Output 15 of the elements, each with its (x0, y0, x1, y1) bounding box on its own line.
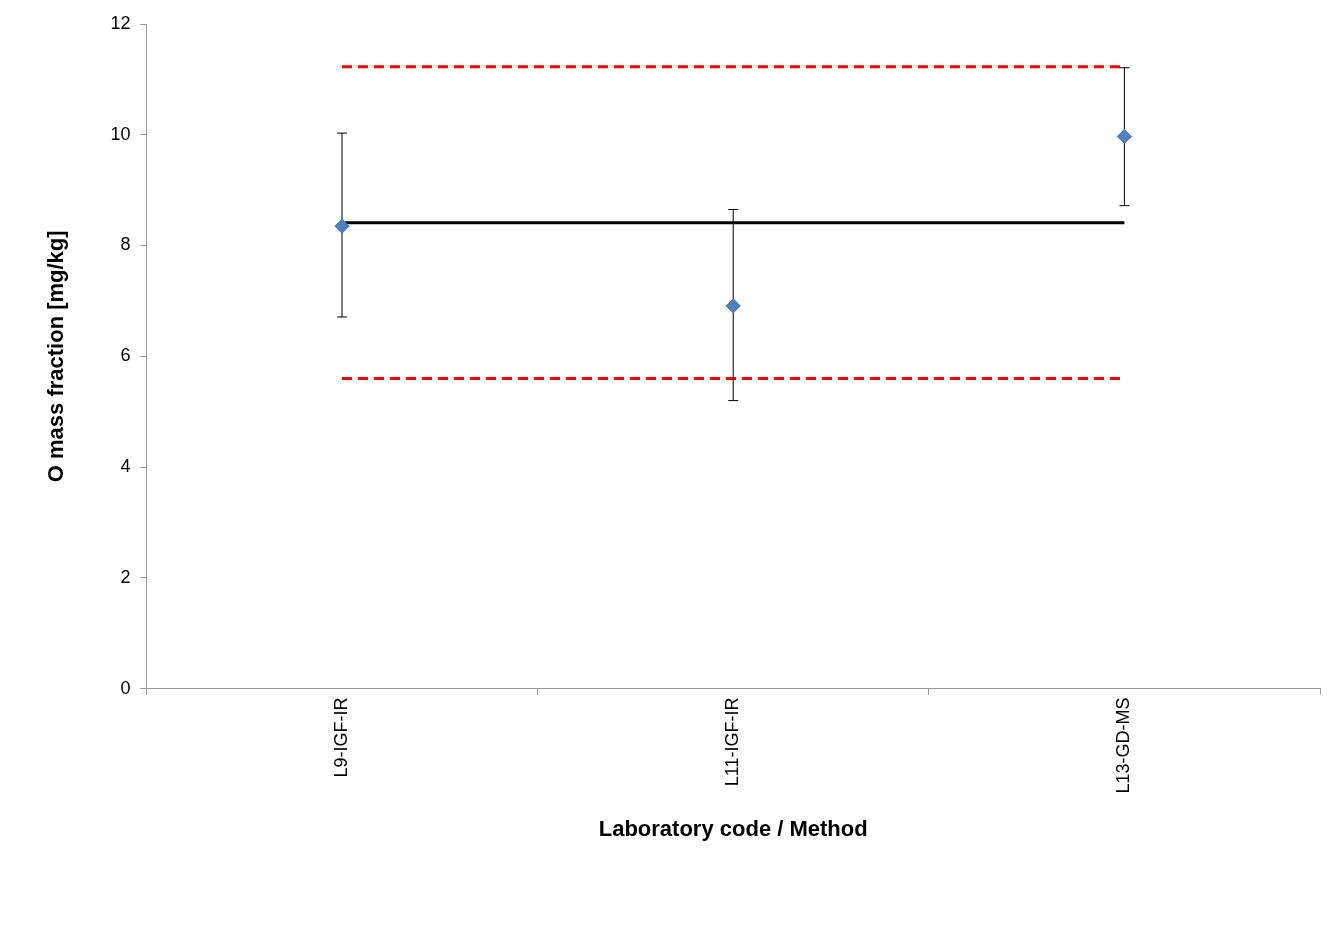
y-tick-label: 8 (120, 234, 131, 255)
y-axis-title: O mass fraction [mg/kg] (43, 230, 69, 483)
y-tick-label: 10 (110, 123, 131, 144)
y-tick-label: 6 (120, 345, 131, 366)
point (334, 218, 350, 234)
x-tick-label: L9-IGF-IR (330, 697, 351, 778)
x-axis-title: Laboratory code / Method (598, 815, 868, 841)
point (1116, 128, 1132, 144)
x-tick-label: L13-GD-MS (1113, 697, 1134, 794)
y-tick-label: 2 (120, 566, 131, 587)
y-tick-label: 0 (120, 677, 131, 698)
point (725, 298, 741, 314)
y-tick-label: 4 (120, 456, 131, 477)
y-tick-label: 12 (110, 12, 131, 33)
x-tick-label: L11-IGF-IR (722, 697, 743, 787)
